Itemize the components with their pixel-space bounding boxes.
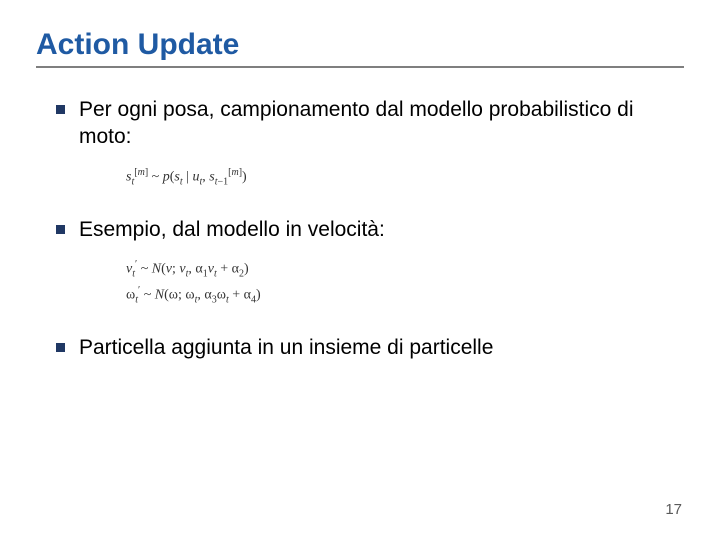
bullet-item-1: Per ogni posa, campionamento dal modello… [56, 96, 684, 151]
bullet-text-1: Per ogni posa, campionamento dal modello… [79, 96, 684, 151]
bullet-item-3: Particella aggiunta in un insieme di par… [56, 334, 684, 361]
bullet-text-2: Esempio, dal modello in velocità: [79, 216, 385, 243]
formula-1: st[m] ~ p(st | ut, st−1[m]) [126, 165, 684, 190]
bullet-item-2: Esempio, dal modello in velocità: [56, 216, 684, 243]
bullet-icon [56, 105, 65, 114]
page-number: 17 [665, 501, 682, 518]
formula-2: vt′ ~ N(v; vt, α1vt + α2) ωt′ ~ N(ω; ωt,… [126, 257, 684, 308]
slide-title: Action Update [36, 28, 684, 62]
title-underline [36, 66, 684, 68]
bullet-text-3: Particella aggiunta in un insieme di par… [79, 334, 493, 361]
bullet-icon [56, 343, 65, 352]
slide: Action Update Per ogni posa, campionamen… [0, 0, 720, 540]
bullet-icon [56, 225, 65, 234]
